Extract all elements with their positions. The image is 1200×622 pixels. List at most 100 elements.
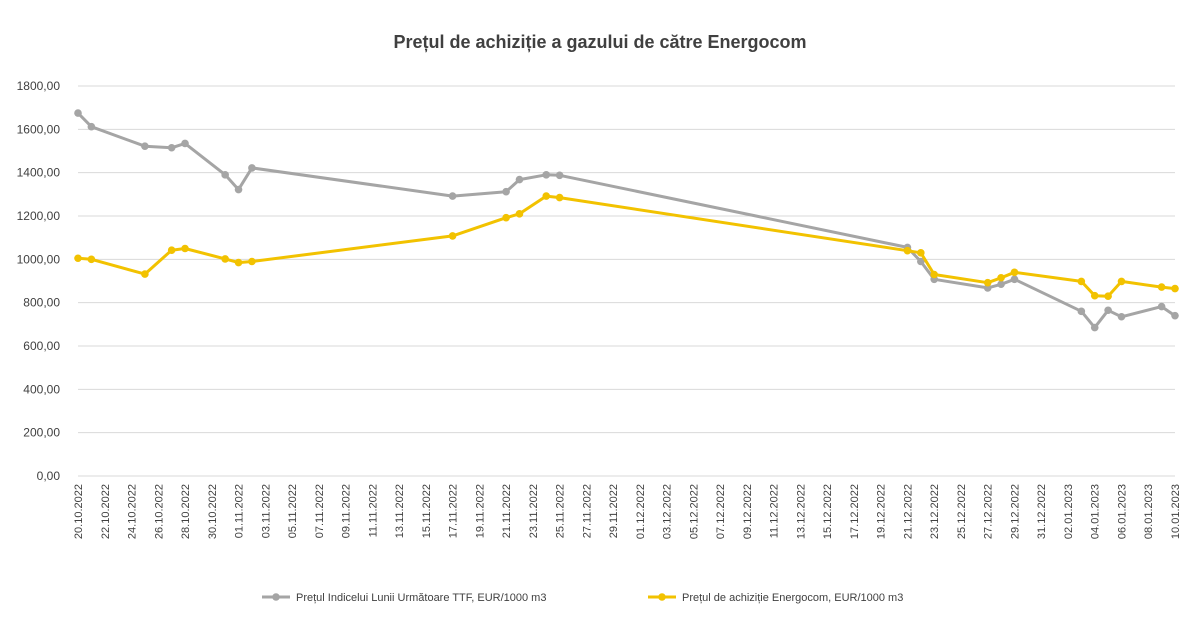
y-tick-label: 0,00	[37, 469, 61, 483]
x-tick-label: 06.01.2023	[1116, 484, 1128, 539]
x-tick-label: 26.10.2022	[153, 484, 165, 539]
data-point	[181, 244, 189, 253]
data-point	[502, 187, 510, 196]
x-tick-label: 27.11.2022	[581, 484, 593, 538]
x-tick-label: 23.11.2022	[528, 484, 540, 538]
x-tick-label: 29.11.2022	[608, 484, 620, 538]
legend-label: Prețul Indicelui Lunii Următoare TTF, EU…	[296, 592, 546, 604]
y-tick-label: 800,00	[23, 296, 60, 310]
data-point	[74, 254, 82, 263]
data-point	[248, 257, 256, 266]
data-point	[997, 273, 1005, 282]
series-line-1	[76, 111, 1177, 330]
x-tick-label: 02.01.2023	[1063, 484, 1075, 539]
legend-swatch-marker	[272, 593, 280, 601]
data-point	[87, 122, 96, 131]
x-tick-label: 27.12.2022	[983, 484, 995, 539]
data-point	[1090, 323, 1099, 332]
x-axis-tick-labels: 20.10.2022 22.10.2022 24.10.2022 26.10.2022…	[73, 484, 1182, 539]
x-tick-label: 08.01.2023	[1143, 484, 1155, 539]
data-point	[542, 192, 551, 200]
x-tick-label: 29.12.2022	[1009, 484, 1021, 539]
data-point	[1077, 277, 1086, 286]
x-tick-label: 05.12.2022	[688, 484, 700, 539]
data-point	[997, 280, 1005, 289]
x-tick-label: 24.10.2022	[127, 484, 139, 539]
x-tick-label: 22.10.2022	[100, 484, 112, 539]
data-point	[555, 193, 564, 202]
x-tick-label: 10.01.2023	[1170, 484, 1182, 539]
data-point	[1090, 291, 1099, 300]
chart-title: Prețul de achiziție a gazului de către E…	[393, 32, 806, 52]
data-point	[983, 278, 992, 287]
x-tick-label: 03.12.2022	[662, 484, 674, 539]
y-axis-tick-labels: 0,00 200,00 400,00 600,00 800,00 1000,00 1200,…	[17, 79, 61, 483]
x-tick-label: 19.12.2022	[876, 484, 888, 539]
x-tick-label: 25.12.2022	[956, 484, 968, 539]
data-point	[1117, 277, 1126, 286]
data-point	[903, 246, 912, 255]
data-point	[87, 255, 96, 264]
x-tick-label: 20.10.2022	[73, 484, 85, 539]
data-point	[167, 246, 176, 255]
data-point	[448, 232, 457, 240]
data-point	[1010, 268, 1019, 277]
data-point	[1117, 312, 1126, 321]
x-tick-label: 01.11.2022	[234, 484, 246, 538]
x-tick-label: 07.12.2022	[715, 484, 727, 539]
x-tick-label: 19.11.2022	[474, 484, 486, 538]
x-tick-label: 25.11.2022	[555, 484, 567, 538]
x-tick-label: 04.01.2023	[1090, 484, 1102, 539]
data-point	[555, 171, 564, 180]
data-point	[930, 270, 938, 279]
data-point	[1171, 284, 1179, 293]
y-tick-label: 1600,00	[17, 122, 61, 136]
data-point	[167, 143, 176, 152]
x-tick-label: 15.12.2022	[822, 484, 834, 539]
data-point	[502, 213, 510, 222]
data-point	[248, 164, 256, 172]
x-tick-label: 03.11.2022	[260, 484, 272, 538]
x-tick-label: 31.12.2022	[1036, 484, 1048, 539]
x-tick-label: 17.12.2022	[849, 484, 861, 539]
data-point	[221, 255, 229, 263]
data-point	[234, 185, 243, 194]
x-tick-label: 13.11.2022	[394, 484, 406, 538]
data-point	[917, 257, 925, 266]
x-tick-label: 09.11.2022	[341, 484, 353, 538]
data-point	[1077, 307, 1086, 316]
data-point	[234, 258, 243, 267]
data-point	[1104, 306, 1112, 315]
x-tick-label: 01.12.2022	[635, 484, 647, 539]
x-tick-label: 21.11.2022	[501, 484, 513, 538]
data-point	[141, 270, 149, 278]
x-tick-label: 15.11.2022	[421, 484, 433, 538]
data-point	[181, 139, 189, 148]
x-tick-label: 23.12.2022	[929, 484, 941, 539]
data-point	[1157, 283, 1166, 291]
data-point	[221, 171, 229, 179]
x-tick-label: 21.12.2022	[902, 484, 914, 539]
x-tick-label: 05.11.2022	[287, 484, 299, 538]
y-tick-label: 200,00	[23, 426, 60, 440]
data-point	[1104, 292, 1112, 300]
y-tick-label: 1000,00	[17, 252, 61, 266]
y-tick-label: 1800,00	[17, 79, 61, 93]
data-point	[448, 192, 457, 200]
series-lines	[74, 109, 1179, 332]
y-tick-label: 400,00	[23, 382, 60, 396]
x-tick-label: 30.10.2022	[207, 484, 219, 539]
data-point	[515, 175, 524, 184]
data-point	[542, 171, 551, 179]
data-point	[1171, 311, 1179, 320]
x-tick-label: 11.11.2022	[367, 484, 379, 537]
x-tick-label: 13.12.2022	[795, 484, 807, 539]
x-tick-label: 11.12.2022	[769, 484, 781, 538]
data-point	[1157, 302, 1166, 311]
x-tick-label: 09.12.2022	[742, 484, 754, 539]
x-tick-label: 28.10.2022	[180, 484, 192, 539]
data-point	[983, 284, 992, 292]
y-tick-label: 1400,00	[17, 166, 61, 180]
x-tick-label: 17.11.2022	[448, 484, 460, 538]
